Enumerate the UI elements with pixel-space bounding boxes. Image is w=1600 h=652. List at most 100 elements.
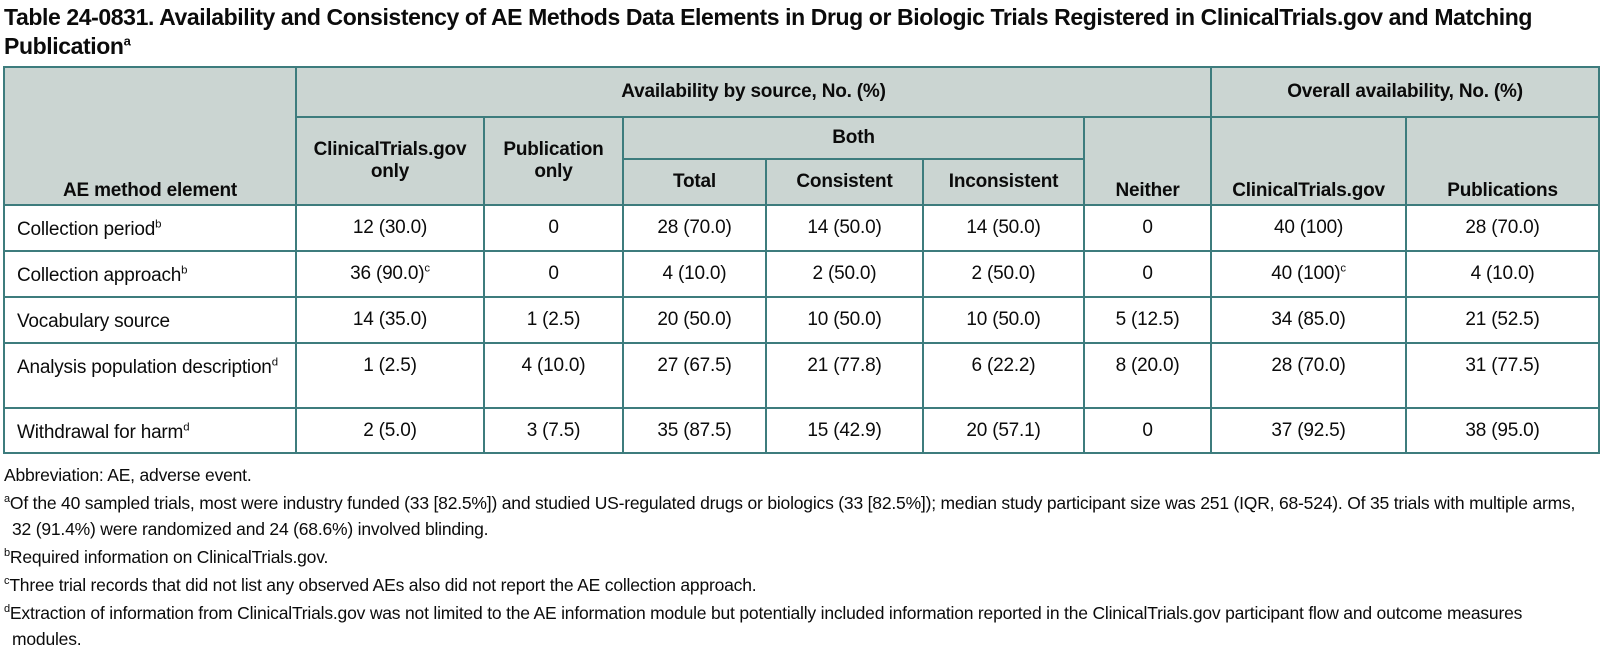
cell-value: 10 (50.0) bbox=[966, 309, 1041, 330]
footnote-marker: d bbox=[183, 421, 190, 434]
cell-value: 40 (100) bbox=[1271, 263, 1341, 284]
cell-value: 14 (50.0) bbox=[807, 217, 882, 238]
table-cell: 14 (50.0) bbox=[922, 204, 1085, 252]
table-cell: 0 bbox=[483, 250, 624, 298]
row-label: Withdrawal for harmd bbox=[3, 407, 297, 454]
table-cell: 3 (7.5) bbox=[483, 407, 624, 454]
table-cell: 6 (22.2) bbox=[922, 342, 1085, 409]
cell-value: 0 bbox=[1142, 263, 1153, 284]
cell-value: 0 bbox=[1142, 420, 1153, 441]
table-cell: 2 (50.0) bbox=[922, 250, 1085, 298]
table-cell: 2 (50.0) bbox=[765, 250, 924, 298]
table-cell: 4 (10.0) bbox=[622, 250, 767, 298]
cell-value: 6 (22.2) bbox=[971, 355, 1036, 376]
table-cell: 0 bbox=[1082, 250, 1213, 298]
table-cell: 15 (42.9) bbox=[765, 407, 924, 454]
row-label: Analysis population descriptiond bbox=[3, 342, 297, 409]
table-cell: 12 (30.0) bbox=[295, 204, 485, 252]
cell-value: 5 (12.5) bbox=[1115, 309, 1180, 330]
footnote-text: Three trial records that did not list an… bbox=[9, 575, 757, 595]
table-row-collection-period: Collection periodb 12 (30.0) 0 28 (70.0)… bbox=[3, 204, 1600, 252]
row-label: Vocabulary source bbox=[3, 296, 297, 344]
footnote-marker: c bbox=[4, 575, 10, 588]
cell-value: 27 (67.5) bbox=[657, 355, 732, 376]
table-cell: 0 bbox=[1082, 204, 1213, 252]
table-cell: 34 (85.0) bbox=[1210, 296, 1408, 344]
footnote-marker: c bbox=[424, 262, 430, 275]
table-cell: 35 (87.5) bbox=[622, 407, 767, 454]
row-label-text: Withdrawal for harm bbox=[17, 422, 184, 443]
footnote-marker: a bbox=[4, 493, 10, 506]
group-header-availability-by-source: Availability by source, No. (%) bbox=[294, 66, 1213, 118]
table-cell: 0 bbox=[1082, 407, 1213, 454]
cell-value: 20 (50.0) bbox=[657, 309, 732, 330]
cell-value: 20 (57.1) bbox=[966, 420, 1041, 441]
footnote-abbreviation: Abbreviation: AE, adverse event. bbox=[4, 462, 1590, 488]
row-label-text: Analysis population description bbox=[17, 357, 272, 378]
footnote-a: aOf the 40 sampled trials, most were ind… bbox=[4, 490, 1590, 542]
footnote-marker: b bbox=[4, 547, 10, 560]
cell-value: 0 bbox=[548, 263, 559, 284]
column-header-both-consistent: Consistent bbox=[765, 158, 924, 206]
cell-value: 14 (35.0) bbox=[352, 309, 428, 330]
table-cell: 36 (90.0)c bbox=[295, 250, 485, 298]
cell-value: 12 (30.0) bbox=[352, 217, 428, 238]
cell-value: 36 (90.0) bbox=[350, 263, 425, 284]
cell-value: 40 (100) bbox=[1273, 217, 1344, 238]
cell-value: 28 (70.0) bbox=[1465, 217, 1540, 238]
cell-value: 21 (52.5) bbox=[1465, 309, 1540, 330]
table-cell: 4 (10.0) bbox=[1405, 250, 1600, 298]
header-row-sources: ClinicalTrials.gov only Publication only… bbox=[4, 116, 1600, 206]
cell-value: 37 (92.5) bbox=[1271, 420, 1346, 441]
column-header-overall-clinicaltrials: ClinicalTrials.gov bbox=[1210, 116, 1408, 206]
table-cell: 1 (2.5) bbox=[295, 342, 485, 409]
row-label: Collection approachb bbox=[3, 250, 297, 298]
footnote-marker: b bbox=[181, 264, 188, 277]
table-title-footnote-marker: a bbox=[123, 33, 131, 49]
cell-value: 1 (2.5) bbox=[363, 355, 417, 376]
cell-value: 0 bbox=[1142, 217, 1153, 238]
column-header-ae-method-element: AE method element bbox=[3, 66, 297, 206]
cell-value: 4 (10.0) bbox=[1470, 263, 1535, 284]
footnote-marker: b bbox=[155, 218, 162, 231]
group-header-both: Both bbox=[622, 116, 1085, 160]
footnote-text: Abbreviation: AE, adverse event. bbox=[4, 465, 252, 485]
footnotes-section: Abbreviation: AE, adverse event. aOf the… bbox=[0, 454, 1600, 652]
cell-value: 38 (95.0) bbox=[1465, 420, 1540, 441]
table-row-vocabulary-source: Vocabulary source 14 (35.0) 1 (2.5) 20 (… bbox=[3, 296, 1600, 344]
table-cell: 28 (70.0) bbox=[1405, 204, 1600, 252]
cell-value: 2 (50.0) bbox=[971, 263, 1036, 284]
footnote-marker: c bbox=[1340, 262, 1346, 275]
cell-value: 2 (5.0) bbox=[363, 420, 417, 441]
table-cell: 20 (50.0) bbox=[622, 296, 767, 344]
cell-value: 28 (70.0) bbox=[657, 217, 732, 238]
table-cell: 14 (35.0) bbox=[295, 296, 485, 344]
cell-value: 21 (77.8) bbox=[807, 355, 882, 376]
table-cell: 10 (50.0) bbox=[922, 296, 1085, 344]
table-cell: 1 (2.5) bbox=[483, 296, 624, 344]
table-cell: 40 (100) bbox=[1210, 204, 1408, 252]
table-cell: 21 (77.8) bbox=[765, 342, 924, 409]
footnote-text: Extraction of information from ClinicalT… bbox=[9, 603, 1523, 649]
column-header-both-total: Total bbox=[622, 158, 767, 206]
cell-value: 14 (50.0) bbox=[966, 217, 1041, 238]
cell-value: 2 (50.0) bbox=[812, 263, 877, 284]
cell-value: 4 (10.0) bbox=[662, 263, 727, 284]
table-cell: 4 (10.0) bbox=[483, 342, 624, 409]
header-row-both-subcolumns: Total Consistent Inconsistent bbox=[4, 158, 1599, 206]
table-cell: 5 (12.5) bbox=[1082, 296, 1213, 344]
column-header-publication-only: Publication only bbox=[483, 116, 624, 206]
table-cell: 8 (20.0) bbox=[1082, 342, 1213, 409]
column-header-both-inconsistent: Inconsistent bbox=[922, 158, 1085, 206]
table-cell: 2 (5.0) bbox=[295, 407, 485, 454]
table-cell: 27 (67.5) bbox=[622, 342, 767, 409]
table-cell: 10 (50.0) bbox=[765, 296, 924, 344]
footnote-c: cThree trial records that did not list a… bbox=[4, 572, 1590, 598]
column-header-overall-publications: Publications bbox=[1405, 116, 1600, 206]
column-header-neither: Neither bbox=[1082, 116, 1213, 206]
footnote-d: dExtraction of information from Clinical… bbox=[4, 600, 1590, 652]
cell-value: 4 (10.0) bbox=[521, 355, 586, 376]
table-cell: 28 (70.0) bbox=[622, 204, 767, 252]
table-row-withdrawal-for-harm: Withdrawal for harmd 2 (5.0) 3 (7.5) 35 … bbox=[3, 407, 1600, 454]
cell-value: 3 (7.5) bbox=[526, 420, 581, 441]
